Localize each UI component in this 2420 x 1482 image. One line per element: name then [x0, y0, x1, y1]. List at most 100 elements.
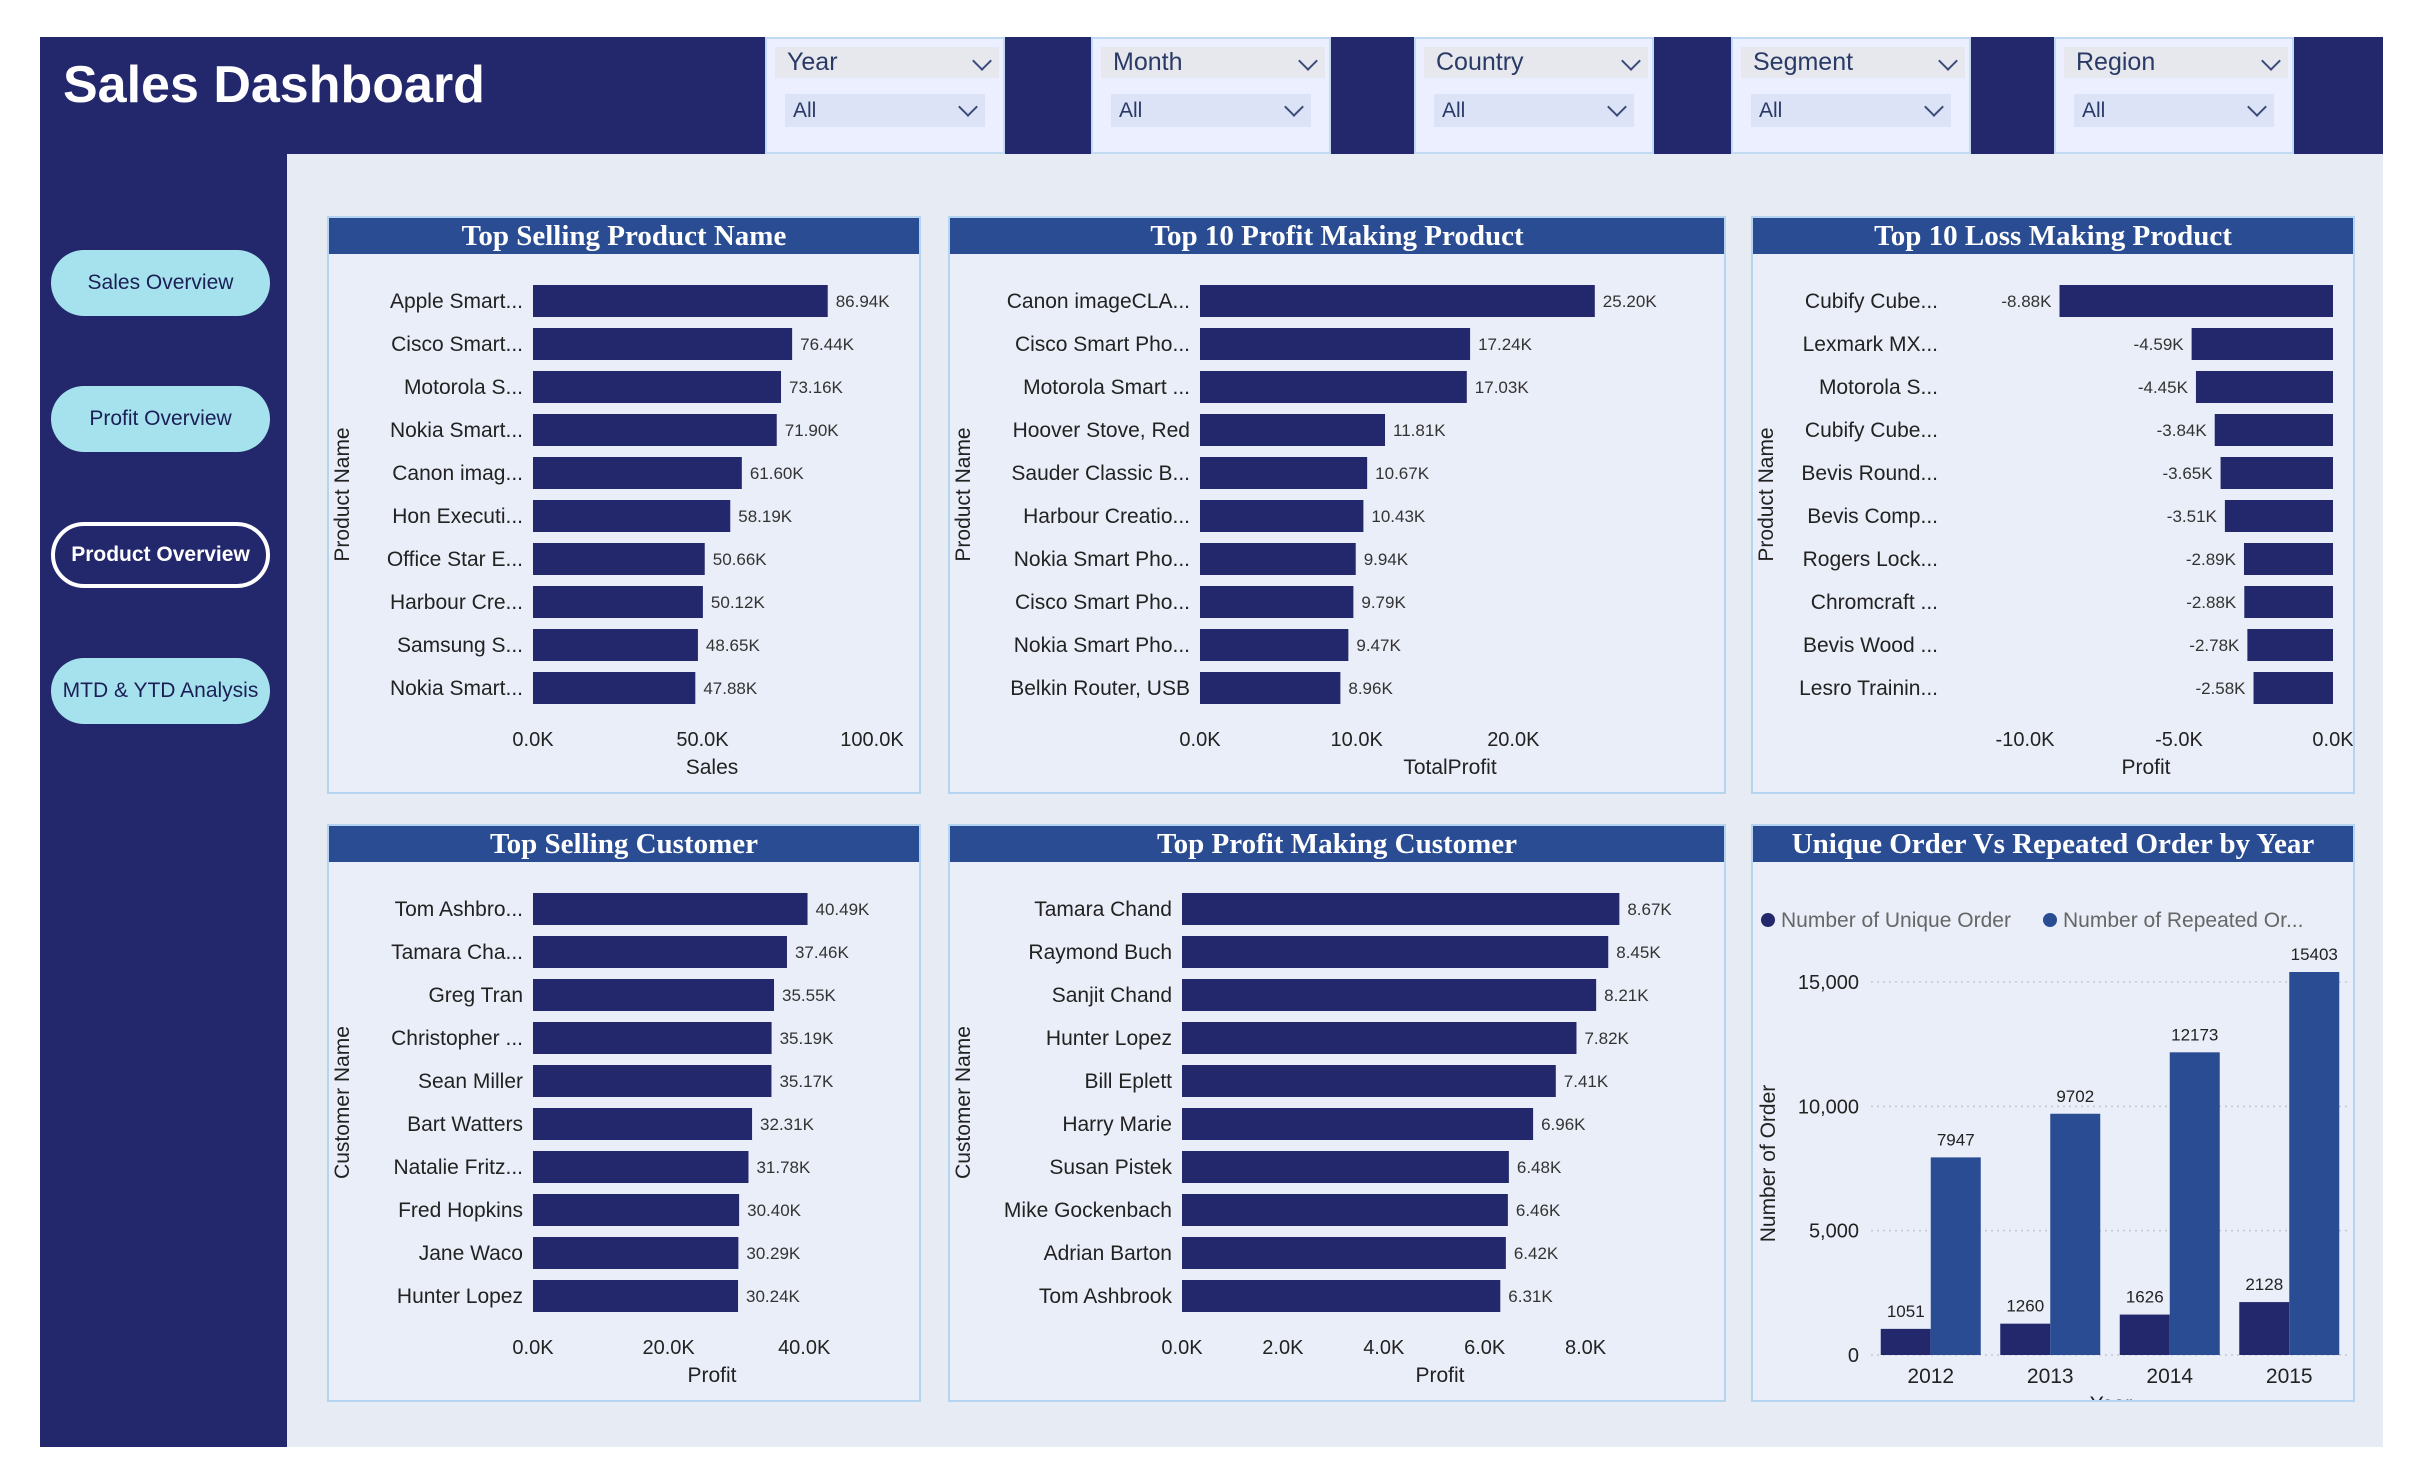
x-tick-label: 0.0K	[512, 1337, 554, 1359]
top-selling-product-card: Top Selling Product Name Apple Smart... 8…	[327, 216, 921, 794]
top-loss-product-card: Top 10 Loss Making Product Cubify Cube..…	[1751, 216, 2355, 794]
legend-label: Number of Repeated Or...	[2063, 909, 2303, 932]
y-tick-label: 15,000	[1798, 972, 1859, 994]
chart-title: Unique Order Vs Repeated Order by Year	[1753, 826, 2353, 862]
segment-slicer-header[interactable]: Segment	[1741, 47, 1965, 78]
data-label: -2.78K	[2189, 636, 2240, 655]
bar	[1880, 1328, 1931, 1355]
category-label: Fred Hopkins	[398, 1199, 523, 1222]
x-tick-label: 0.0K	[2312, 729, 2353, 751]
category-label: Belkin Router, USB	[1010, 677, 1190, 700]
data-label: -3.65K	[2162, 464, 2213, 483]
category-label: Sanjit Chand	[1052, 984, 1172, 1007]
nav-product-overview-button[interactable]: Product Overview	[51, 522, 270, 588]
x-tick-label: 0.0K	[512, 729, 554, 751]
chart-title: Top 10 Profit Making Product	[950, 218, 1724, 254]
data-label: 61.60K	[750, 464, 805, 483]
nav-mtd-ytd-analysis-button[interactable]: MTD & YTD Analysis	[51, 658, 270, 724]
country-dropdown[interactable]: All	[1434, 94, 1634, 127]
bar	[1200, 543, 1356, 575]
data-label: 6.48K	[1517, 1158, 1562, 1177]
bar	[533, 285, 828, 317]
top-selling-customer-chart: Tom Ashbro... 40.49K Tamara Cha... 37.46K Gr…	[331, 893, 870, 1387]
bar	[1182, 1065, 1556, 1097]
category-label: Lexmark MX...	[1803, 333, 1938, 356]
category-label: Christopher ...	[391, 1027, 523, 1050]
bar	[533, 1065, 772, 1097]
bar	[1200, 285, 1595, 317]
bar	[533, 979, 775, 1011]
nav-profit-overview-button[interactable]: Profit Overview	[51, 386, 270, 452]
bar	[1182, 1280, 1501, 1312]
category-label: Bart Watters	[407, 1113, 523, 1136]
top-loss-product-chart: Cubify Cube... -8.88K Lexmark MX... -4.59K M…	[1755, 285, 2353, 779]
data-label: 9.94K	[1364, 550, 1409, 569]
category-label: Nokia Smart...	[390, 419, 523, 442]
x-tick-label: 2014	[2146, 1365, 2193, 1388]
year-slicer-header[interactable]: Year	[775, 47, 999, 78]
data-label: 11.81K	[1393, 421, 1446, 440]
data-label: 8.67K	[1627, 900, 1672, 919]
nav-sales-overview-button[interactable]: Sales Overview	[51, 250, 270, 316]
category-label: Hunter Lopez	[1046, 1027, 1172, 1050]
data-label: -3.51K	[2167, 507, 2218, 526]
category-label: Greg Tran	[428, 984, 523, 1007]
bar	[1182, 1022, 1577, 1054]
bar	[1200, 328, 1471, 360]
region-slicer-header[interactable]: Region	[2064, 47, 2288, 78]
x-axis-title: Profit	[1415, 1364, 1464, 1387]
x-axis-title: TotalProfit	[1403, 756, 1497, 779]
category-label: Sean Miller	[418, 1070, 523, 1093]
bar	[533, 1151, 749, 1183]
legend-marker	[2043, 913, 2057, 927]
region-dropdown[interactable]: All	[2074, 94, 2274, 127]
category-label: Apple Smart...	[390, 290, 523, 313]
data-label: 7947	[1937, 1130, 1975, 1149]
report-canvas: Sales Dashboard Year All Month All Count…	[40, 37, 2383, 1447]
chevron-down-icon	[1298, 51, 1318, 71]
month-dropdown[interactable]: All	[1111, 94, 1311, 127]
data-label: 32.31K	[760, 1115, 815, 1134]
data-label: 50.12K	[711, 593, 766, 612]
category-label: Hon Executi...	[392, 505, 523, 528]
category-label: Rogers Lock...	[1803, 548, 1938, 571]
top-profit-customer-card: Top Profit Making Customer Tamara Chand 8…	[948, 824, 1726, 1402]
month-slicer-label: Month	[1113, 48, 1183, 76]
data-label: 25.20K	[1603, 292, 1658, 311]
year-dropdown[interactable]: All	[785, 94, 985, 127]
bar	[2050, 1113, 2101, 1355]
category-label: Sauder Classic B...	[1011, 462, 1190, 485]
data-label: 31.78K	[756, 1158, 811, 1177]
x-tick-label: 4.0K	[1363, 1337, 1405, 1359]
x-tick-label: 10.0K	[1331, 729, 1384, 751]
segment-slicer: Segment All	[1731, 37, 1971, 154]
category-label: Bevis Comp...	[1807, 505, 1938, 528]
month-slicer-header[interactable]: Month	[1101, 47, 1325, 78]
data-label: 58.19K	[738, 507, 793, 526]
category-label: Motorola S...	[1819, 376, 1938, 399]
data-label: 76.44K	[800, 335, 855, 354]
data-label: -4.45K	[2138, 378, 2189, 397]
bar	[1182, 936, 1609, 968]
category-label: Adrian Barton	[1044, 1242, 1172, 1265]
bar	[1182, 893, 1620, 925]
category-label: Bill Eplett	[1084, 1070, 1172, 1093]
country-slicer-header[interactable]: Country	[1424, 47, 1648, 78]
data-label: -4.59K	[2134, 335, 2185, 354]
chevron-down-icon	[1621, 51, 1641, 71]
category-label: Cisco Smart Pho...	[1015, 591, 1190, 614]
bar	[2214, 414, 2333, 446]
category-label: Cisco Smart Pho...	[1015, 333, 1190, 356]
category-label: Cisco Smart...	[391, 333, 523, 356]
bar	[2169, 1052, 2220, 1355]
segment-dropdown[interactable]: All	[1751, 94, 1951, 127]
chart-title: Top Profit Making Customer	[950, 826, 1724, 862]
x-tick-label: 6.0K	[1464, 1337, 1506, 1359]
chevron-down-icon	[2247, 97, 2267, 117]
data-label: -2.58K	[2195, 679, 2246, 698]
x-tick-label: 40.0K	[778, 1337, 831, 1359]
x-tick-label: 2013	[2027, 1365, 2074, 1388]
data-label: 71.90K	[785, 421, 840, 440]
data-label: 6.42K	[1514, 1244, 1559, 1263]
data-label: 12173	[2171, 1025, 2218, 1044]
